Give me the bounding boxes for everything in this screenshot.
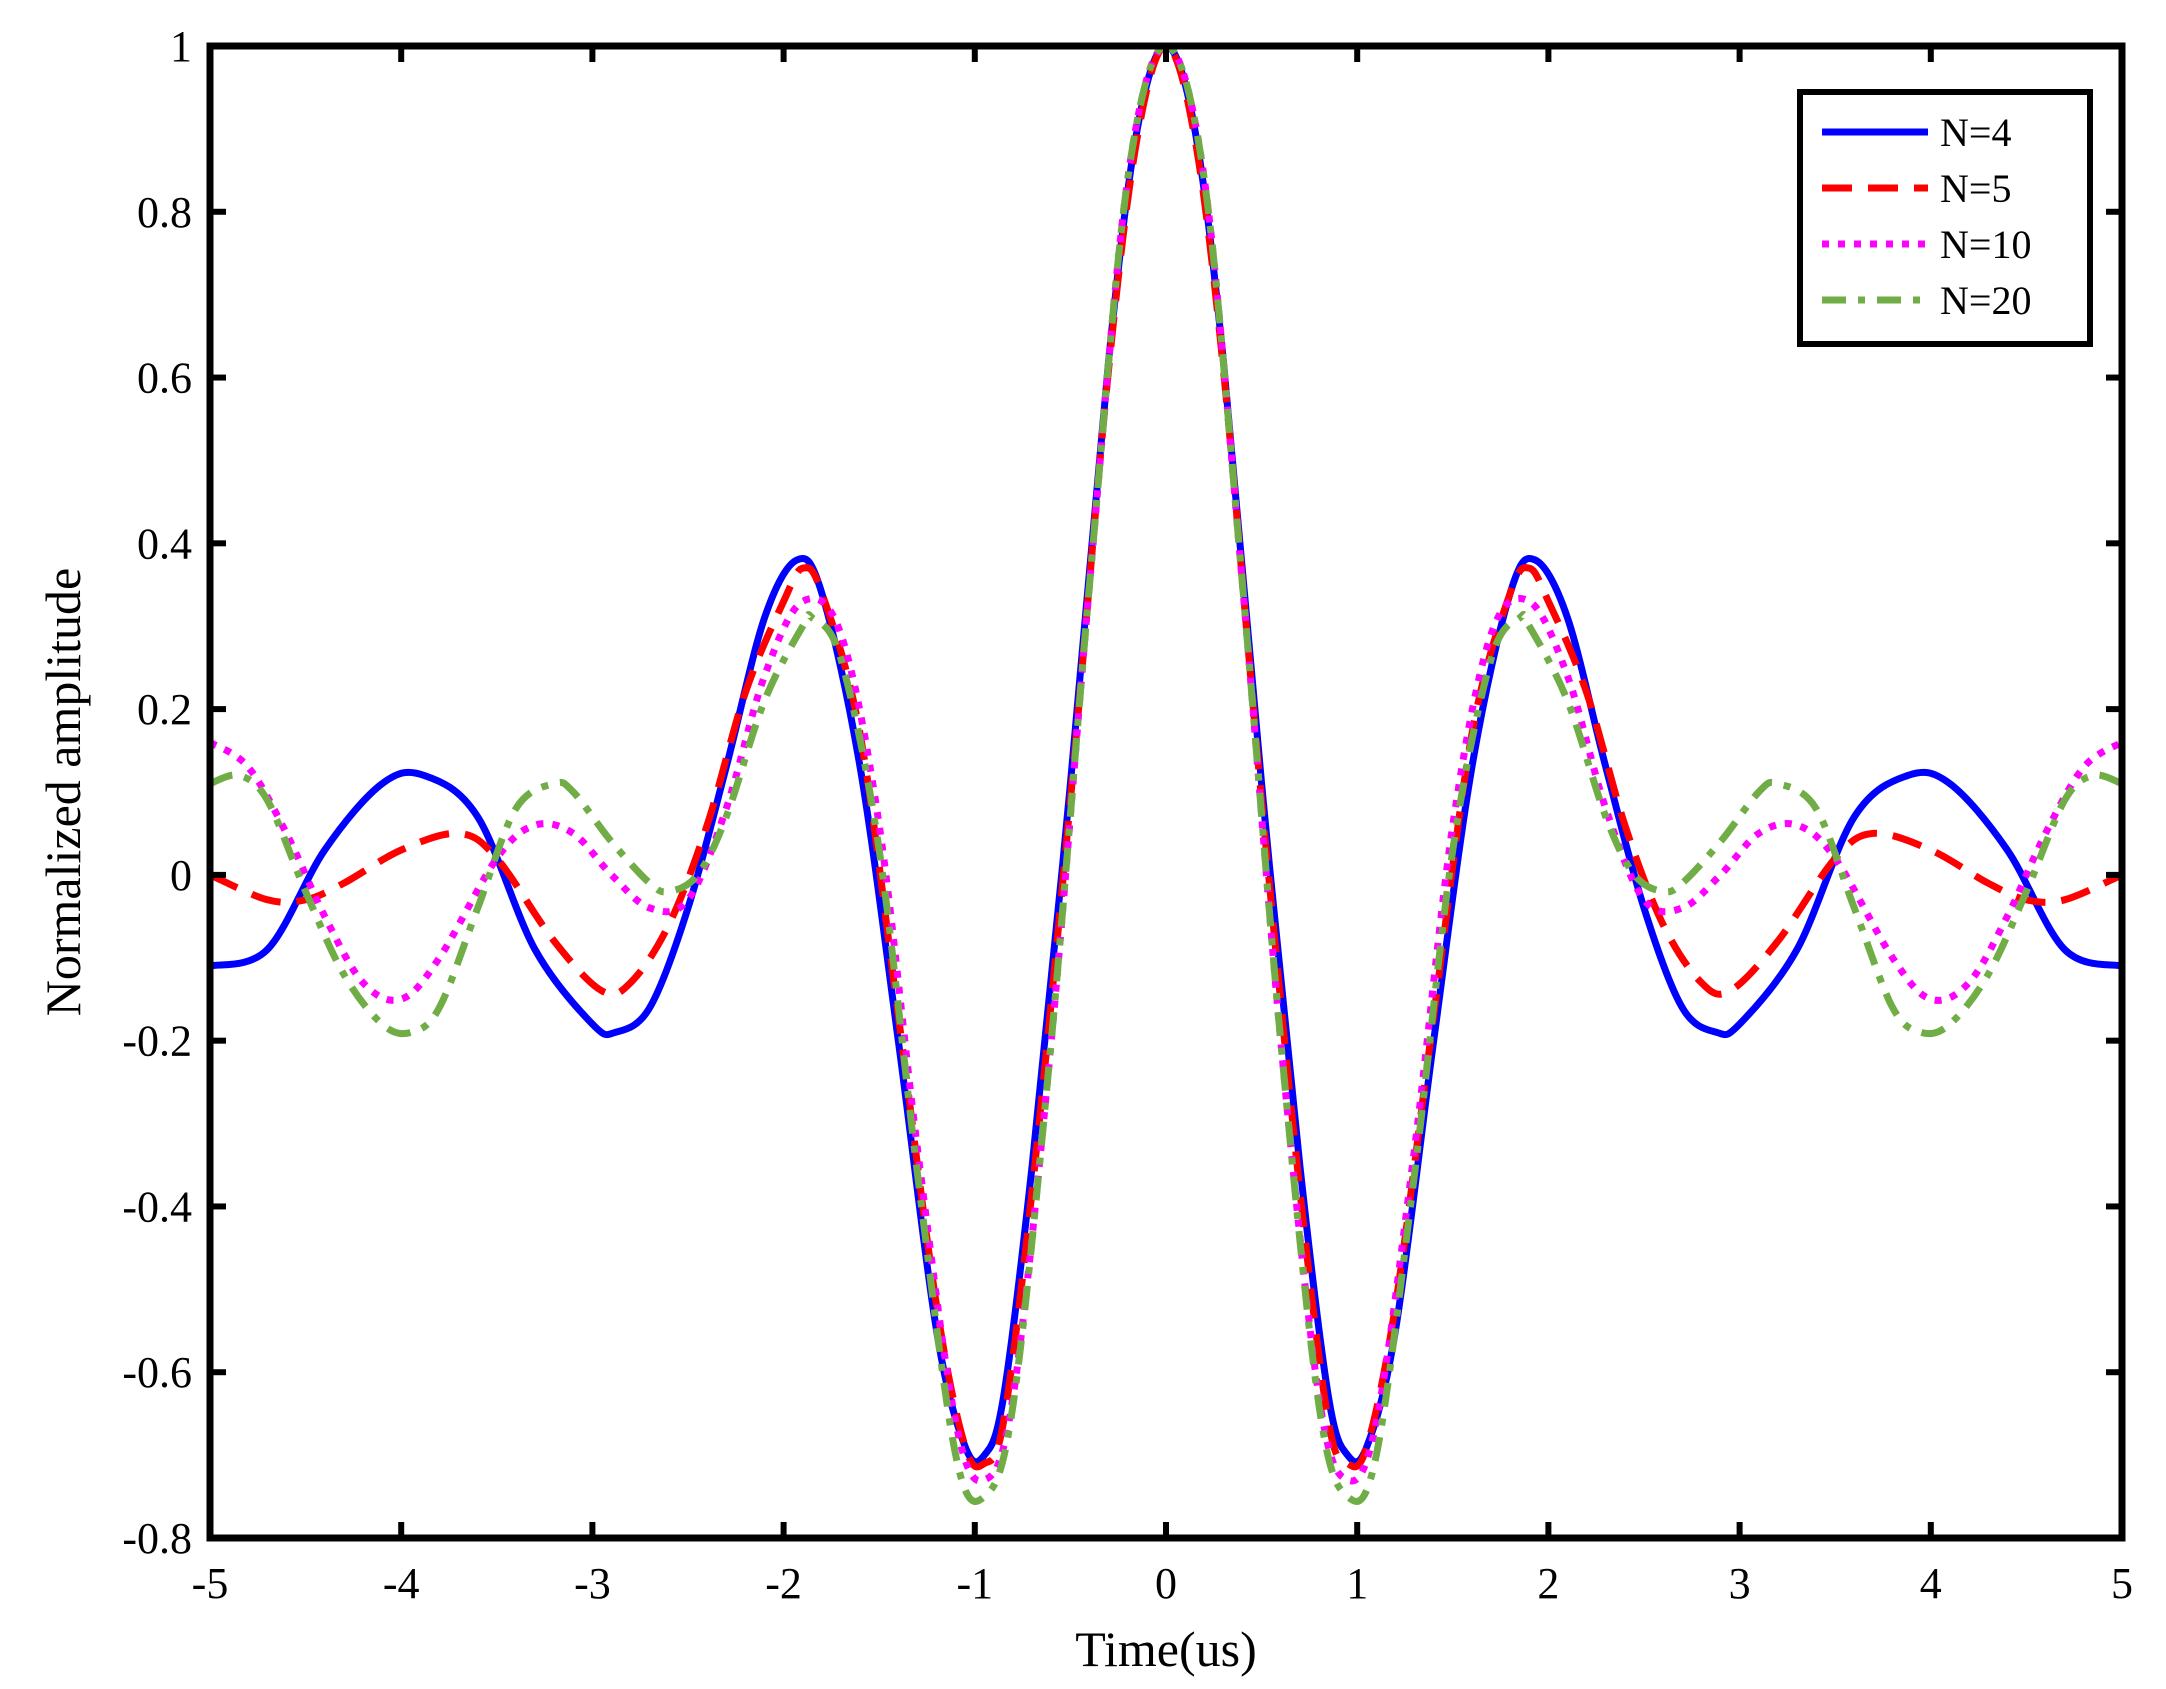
x-axis-title: Time(us) xyxy=(1075,1621,1257,1677)
y-tick-label: 0 xyxy=(170,851,192,900)
legend: N=4 N=5 N=10 N=20 xyxy=(1797,89,2093,347)
x-tick-label: -1 xyxy=(956,1559,993,1608)
legend-label: N=10 xyxy=(1940,222,2031,267)
y-axis-title: Normalized amplitude xyxy=(35,568,91,1016)
legend-label: N=4 xyxy=(1940,110,2011,155)
y-tick-label: -0.2 xyxy=(122,1017,192,1066)
x-tick-label: 0 xyxy=(1155,1559,1177,1608)
legend-label: N=5 xyxy=(1940,166,2011,211)
y-tick-label: -0.8 xyxy=(122,1514,192,1563)
x-tick-label: 5 xyxy=(2111,1559,2133,1608)
y-tick-label: -0.6 xyxy=(122,1348,192,1397)
y-tick-label: 0.6 xyxy=(137,354,192,403)
x-tick-label: -5 xyxy=(192,1559,229,1608)
x-tick-label: 3 xyxy=(1729,1559,1751,1608)
y-tick-label: 0.4 xyxy=(137,519,192,568)
ticks-layer: -5 -4 -3 -2 -1 0 1 2 3 4 5 -0.8 -0.6 -0.4 -0.2 0 0.2 0.4 0… xyxy=(122,22,2133,1608)
x-tick-label: 1 xyxy=(1346,1559,1368,1608)
y-tick-label: -0.4 xyxy=(122,1182,192,1231)
x-tick-label: -2 xyxy=(765,1559,802,1608)
series-line-2 xyxy=(208,42,2124,1471)
x-tick-label: 4 xyxy=(1920,1559,1942,1608)
x-tick-label: 2 xyxy=(1537,1559,1559,1608)
y-tick-label: 1 xyxy=(170,22,192,71)
legend-label: N=20 xyxy=(1940,278,2031,323)
x-tick-label: -4 xyxy=(383,1559,420,1608)
x-tick-label: -3 xyxy=(574,1559,611,1608)
y-tick-label: 0.2 xyxy=(137,685,192,734)
y-tick-label: 0.8 xyxy=(137,188,192,237)
